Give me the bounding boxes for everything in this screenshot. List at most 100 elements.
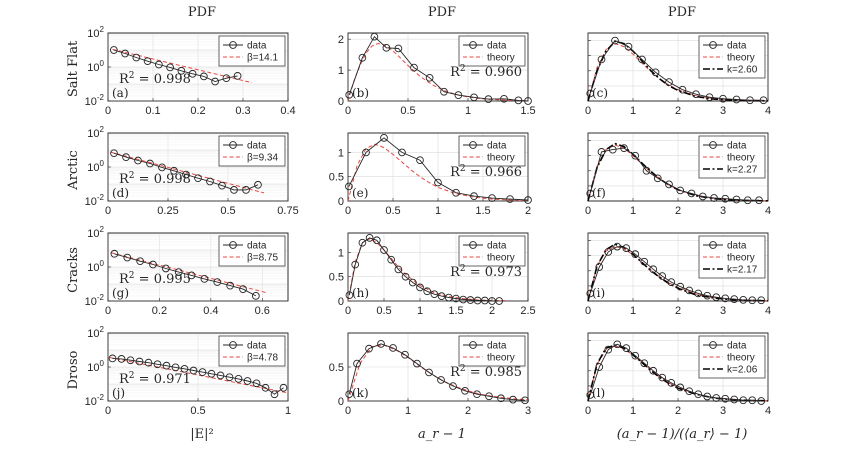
data-point — [358, 238, 367, 247]
x-tick-label: 2 — [465, 405, 471, 417]
x-tick-label: 1 — [630, 405, 636, 417]
legend-box — [218, 135, 286, 167]
y-tick-label: 10-2 — [85, 393, 105, 408]
x-tick-label: 0 — [345, 305, 351, 317]
column-titles: PDF PDF PDF — [188, 5, 696, 20]
data-point — [222, 74, 231, 83]
data-point — [620, 144, 628, 152]
data-point — [162, 361, 171, 370]
y-tick-label: 0 — [338, 396, 344, 408]
data-point — [676, 383, 685, 392]
legend-label: β=4.78 — [247, 353, 278, 364]
data-point — [631, 351, 640, 360]
legend-marker-data — [469, 341, 477, 349]
data-point — [365, 344, 373, 353]
data-point — [398, 148, 406, 157]
data-line — [114, 253, 257, 297]
data-point — [230, 186, 238, 194]
data-point — [437, 292, 446, 300]
data-point — [658, 272, 667, 280]
data-point — [595, 363, 604, 371]
legend-label: k=2.60 — [727, 65, 758, 76]
data-point — [401, 272, 410, 281]
data-point — [358, 53, 367, 62]
data-point — [132, 53, 141, 62]
y-tick-label: 102 — [87, 125, 104, 140]
x-tick-label: 0.4 — [280, 105, 295, 117]
x-tick-label: 0 — [345, 405, 351, 417]
data-point — [401, 350, 409, 359]
data-point — [226, 281, 234, 290]
data-point — [416, 283, 424, 292]
theory-line — [347, 143, 529, 202]
x-axis-labels: |E|² a_r − 1 (a_r − 1)/(⟨a_r⟩ − 1) — [190, 427, 747, 442]
data-point — [613, 242, 622, 251]
data-point — [437, 376, 445, 384]
theory-line — [109, 357, 289, 394]
x-tick-label: 2 — [525, 205, 531, 217]
data-point — [110, 149, 118, 158]
x-tick-label: 0 — [585, 305, 591, 317]
data-point — [117, 355, 126, 363]
y-tick-label: 102 — [87, 225, 104, 240]
data-point — [110, 249, 119, 258]
data-point — [685, 387, 694, 396]
data-point — [233, 72, 242, 80]
y-tick-label: 1 — [338, 247, 344, 259]
panel-letter: (f) — [592, 186, 606, 200]
y-tick-label: 10-2 — [85, 293, 105, 308]
data-point — [694, 289, 703, 298]
panel-letter: (d) — [112, 186, 129, 200]
data-point — [170, 166, 178, 175]
data-point — [748, 396, 757, 405]
data-point — [180, 364, 189, 373]
x-tick-label: 0.2 — [190, 105, 205, 117]
x-tick-label: 3 — [720, 305, 726, 317]
r-squared-label: R2 = 0.998 — [119, 71, 191, 87]
data-point — [416, 156, 424, 165]
data-point — [200, 72, 208, 81]
r-squared-label: R2 = 0.995 — [119, 271, 191, 287]
data-point — [252, 292, 260, 300]
x-tick-label: 4 — [765, 205, 771, 217]
x-label-col2: a_r − 1 — [418, 427, 466, 442]
data-point — [748, 296, 757, 305]
legend-marker-data — [229, 341, 237, 349]
data-point — [721, 294, 730, 303]
data-point — [143, 57, 152, 66]
data-point — [218, 181, 226, 190]
data-point — [239, 285, 247, 293]
legend-label: theory — [487, 353, 515, 364]
legend-label: data — [487, 41, 507, 52]
x-tick-label: 4 — [765, 105, 771, 117]
data-point — [171, 363, 180, 372]
y-tick-label: 102 — [87, 25, 104, 40]
data-point — [586, 391, 595, 399]
x-tick-label: 3 — [720, 205, 726, 217]
y-tick-label: 1 — [338, 147, 344, 159]
data-point — [698, 192, 707, 201]
data-point — [216, 371, 225, 380]
data-point — [452, 294, 460, 303]
legend-label: theory — [727, 153, 755, 164]
data-point — [497, 394, 505, 403]
r-squared-label: R2 = 0.960 — [450, 64, 522, 80]
x-tick-label: 0.5 — [385, 205, 400, 217]
data-point — [410, 63, 418, 72]
data-point — [710, 194, 718, 202]
legend-marker-data — [469, 241, 477, 249]
x-tick-label: 0 — [105, 305, 111, 317]
data-point — [719, 94, 727, 103]
data-point — [611, 36, 619, 45]
data-point — [394, 44, 403, 53]
y-tick-label: 100 — [87, 159, 104, 174]
panel-letter: (b) — [352, 86, 369, 100]
data-point — [136, 257, 144, 266]
data-point — [759, 96, 768, 105]
panel-letter: (c) — [592, 86, 608, 100]
data-point — [211, 77, 219, 86]
